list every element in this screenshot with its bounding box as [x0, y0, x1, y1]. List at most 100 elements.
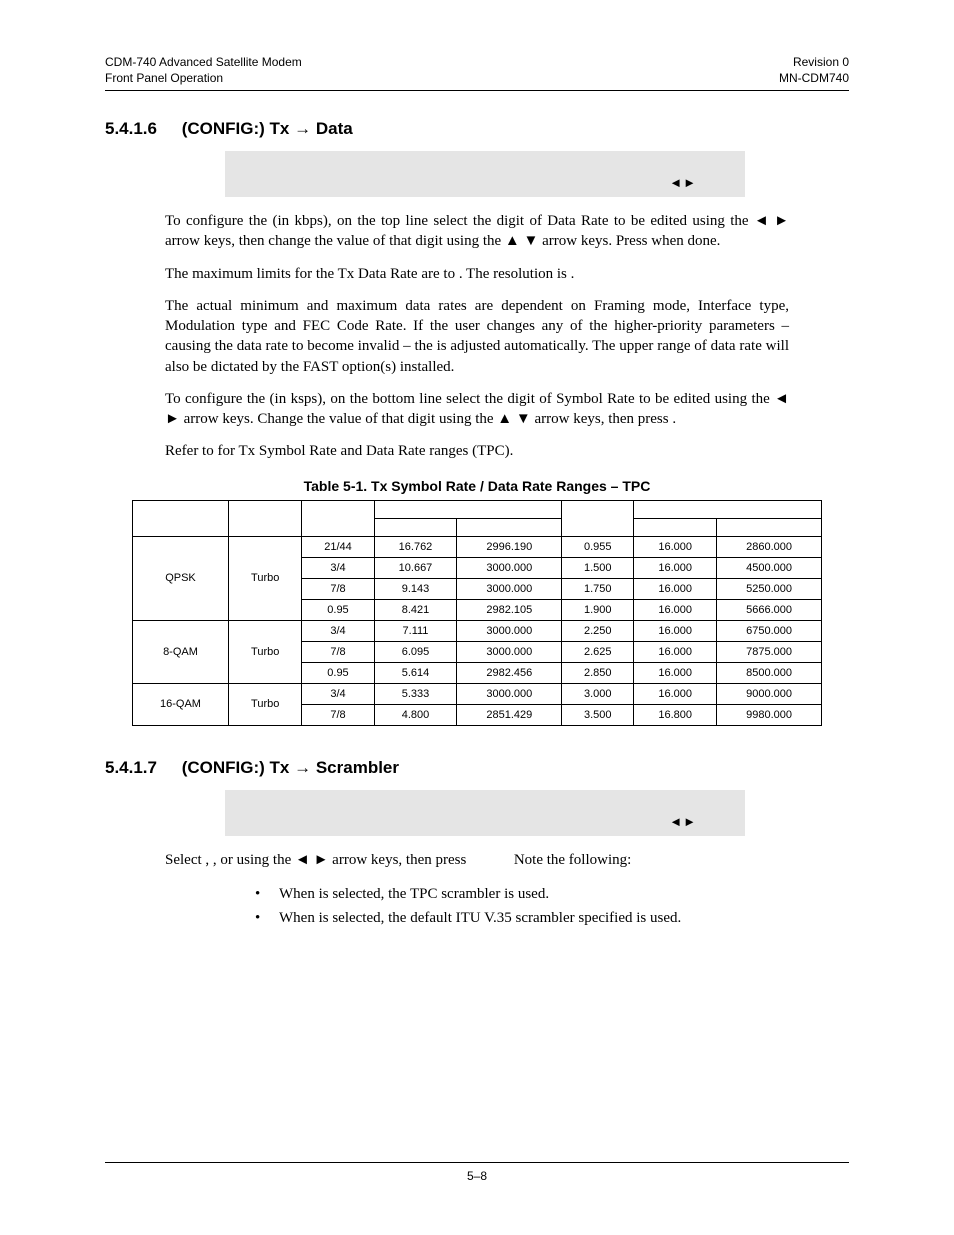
section-number: 5.4.1.6: [105, 119, 177, 139]
th-group2: [634, 500, 822, 518]
th-group1: [374, 500, 562, 518]
para-limits: The maximum limits for the Tx Data Rate …: [165, 264, 789, 284]
header-right-line2: MN-CDM740: [779, 71, 849, 87]
cell-c5: 4500.000: [717, 557, 822, 578]
th-min: [374, 518, 457, 536]
cell-c1: 8.421: [374, 599, 457, 620]
lcd-box-data: ◄►: [225, 151, 745, 197]
cell-c3: 1.750: [562, 578, 634, 599]
table-row: 8-QAMTurbo3/47.1113000.0002.25016.000675…: [133, 620, 822, 641]
cell-mod: 16-QAM: [133, 683, 229, 725]
cell-c1: 7.111: [374, 620, 457, 641]
cell-c4: 16.800: [634, 704, 717, 725]
rate-table: QPSKTurbo21/4416.7622996.1900.95516.0002…: [132, 500, 822, 726]
cell-c5: 8500.000: [717, 662, 822, 683]
cell-c4: 16.000: [634, 557, 717, 578]
bullet-icon: •: [255, 906, 279, 930]
cell-c2: 2982.105: [457, 599, 562, 620]
header-right-line1: Revision 0: [779, 55, 849, 71]
cell-rate: 3/4: [302, 557, 374, 578]
para-configure-datarate: To configure the (in kbps), on the top l…: [165, 211, 789, 252]
footer-rule: [105, 1162, 849, 1163]
cell-c2: 2996.190: [457, 536, 562, 557]
cell-fec: Turbo: [228, 536, 301, 620]
page-number: 5–8: [467, 1169, 487, 1183]
cell-c3: 2.250: [562, 620, 634, 641]
cell-rate: 7/8: [302, 578, 374, 599]
cell-c2: 3000.000: [457, 641, 562, 662]
para-select-scrambler: Select , , or using the ◄ ► arrow keys, …: [165, 850, 789, 870]
section-heading-scrambler: 5.4.1.7 (CONFIG:) Tx → Scrambler: [105, 758, 849, 778]
section-heading-data: 5.4.1.6 (CONFIG:) Tx → Data: [105, 119, 849, 139]
cell-c4: 16.000: [634, 641, 717, 662]
cell-c3: 1.900: [562, 599, 634, 620]
cell-c3: 0.955: [562, 536, 634, 557]
cell-c5: 6750.000: [717, 620, 822, 641]
th-min3: [634, 518, 717, 536]
cell-c1: 5.614: [374, 662, 457, 683]
bullet-icon: •: [255, 882, 279, 906]
cell-c2: 2851.429: [457, 704, 562, 725]
cell-rate: 21/44: [302, 536, 374, 557]
cell-c5: 5666.000: [717, 599, 822, 620]
cell-c1: 5.333: [374, 683, 457, 704]
list-item: • When is selected, the TPC scrambler is…: [255, 882, 789, 906]
table-caption: Table 5-1. Tx Symbol Rate / Data Rate Ra…: [105, 478, 849, 494]
para-dependency: The actual minimum and maximum data rate…: [165, 296, 789, 377]
cell-mod: 8-QAM: [133, 620, 229, 683]
header-rule: [105, 90, 849, 91]
nav-arrows-icon: ◄►: [669, 175, 697, 191]
cell-c3: 1.500: [562, 557, 634, 578]
cell-c4: 16.000: [634, 599, 717, 620]
cell-c3: 2.850: [562, 662, 634, 683]
header-left-line1: CDM-740 Advanced Satellite Modem: [105, 55, 302, 71]
cell-c2: 2982.456: [457, 662, 562, 683]
list-item: • When is selected, the default ITU V.35…: [255, 906, 789, 930]
para-configure-symrate: To configure the (in ksps), on the botto…: [165, 389, 789, 430]
th-max: [457, 518, 562, 536]
bullet-list: • When is selected, the TPC scrambler is…: [255, 882, 789, 930]
cell-rate: 0.95: [302, 599, 374, 620]
nav-arrows-icon-2: ◄►: [669, 814, 697, 830]
cell-c2: 3000.000: [457, 557, 562, 578]
cell-c2: 3000.000: [457, 683, 562, 704]
cell-c1: 4.800: [374, 704, 457, 725]
cell-c2: 3000.000: [457, 620, 562, 641]
cell-c5: 9000.000: [717, 683, 822, 704]
cell-c1: 6.095: [374, 641, 457, 662]
cell-c5: 9980.000: [717, 704, 822, 725]
rate-table-body: QPSKTurbo21/4416.7622996.1900.95516.0002…: [133, 536, 822, 725]
cell-c4: 16.000: [634, 578, 717, 599]
cell-c5: 7875.000: [717, 641, 822, 662]
cell-c3: 3.000: [562, 683, 634, 704]
th-min2: [562, 500, 634, 536]
th-mod: [133, 500, 229, 536]
cell-rate: 3/4: [302, 620, 374, 641]
cell-c1: 9.143: [374, 578, 457, 599]
cell-c4: 16.000: [634, 662, 717, 683]
para-refer: Refer to for Tx Symbol Rate and Data Rat…: [165, 441, 789, 461]
cell-rate: 7/8: [302, 641, 374, 662]
cell-rate: 0.95: [302, 662, 374, 683]
section-title-2: (CONFIG:) Tx → Scrambler: [182, 758, 399, 777]
header-left-line2: Front Panel Operation: [105, 71, 302, 87]
th-fec: [228, 500, 301, 536]
section-number-2: 5.4.1.7: [105, 758, 177, 778]
cell-fec: Turbo: [228, 683, 301, 725]
page-footer: 5–8: [105, 1162, 849, 1185]
lcd-box-scrambler: ◄►: [225, 790, 745, 836]
cell-mod: QPSK: [133, 536, 229, 620]
cell-c4: 16.000: [634, 683, 717, 704]
table-row: QPSKTurbo21/4416.7622996.1900.95516.0002…: [133, 536, 822, 557]
section-title: (CONFIG:) Tx → Data: [182, 119, 353, 138]
cell-c1: 16.762: [374, 536, 457, 557]
cell-c5: 5250.000: [717, 578, 822, 599]
table-row: 16-QAMTurbo3/45.3333000.0003.00016.00090…: [133, 683, 822, 704]
th-max2: [717, 518, 822, 536]
cell-rate: 3/4: [302, 683, 374, 704]
page-header: CDM-740 Advanced Satellite Modem Front P…: [105, 55, 849, 86]
cell-fec: Turbo: [228, 620, 301, 683]
cell-c2: 3000.000: [457, 578, 562, 599]
cell-c5: 2860.000: [717, 536, 822, 557]
page: CDM-740 Advanced Satellite Modem Front P…: [0, 0, 954, 1235]
